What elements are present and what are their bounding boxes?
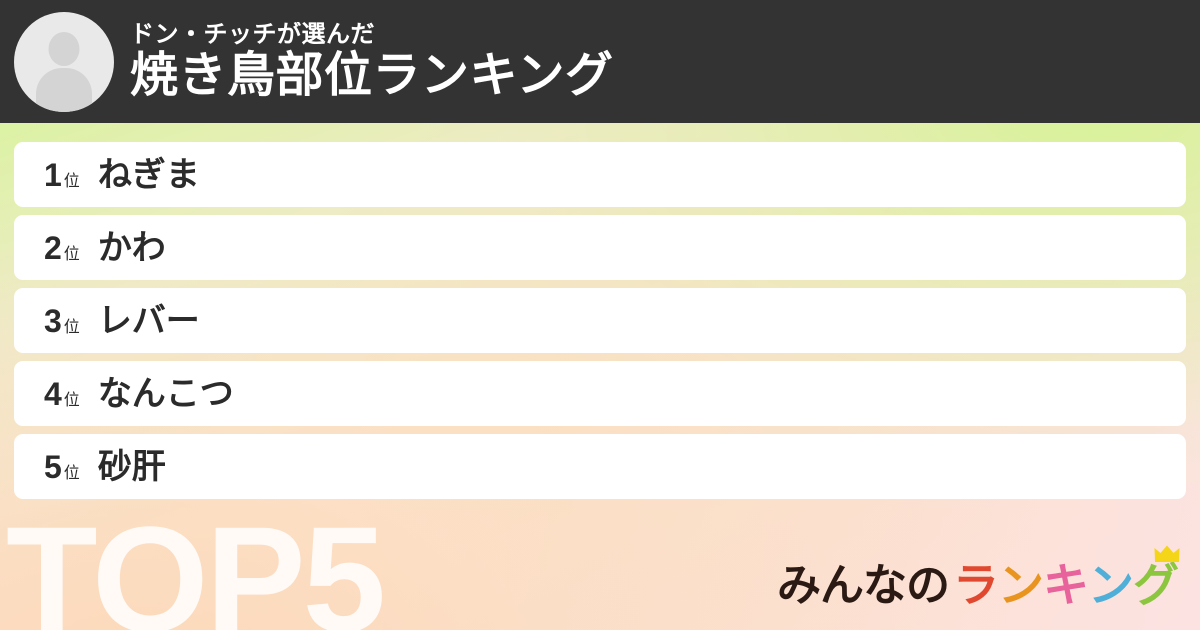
rank-label: 3 位 <box>44 305 80 337</box>
logo-char-gu: グ <box>1133 559 1179 611</box>
rank-label: 1 位 <box>44 159 80 191</box>
logo-jp-text: みんなの <box>777 561 950 610</box>
rank-label: 2 位 <box>44 232 80 264</box>
list-item[interactable]: 1 位 ねぎま <box>14 142 1186 207</box>
rank-label: 5 位 <box>44 451 80 483</box>
rank-number: 5 <box>44 448 62 485</box>
list-item[interactable]: 4 位 なんこつ <box>14 361 1186 426</box>
header-text-block: ドン・チッチが選んだ 焼き鳥部位ランキング <box>130 22 614 102</box>
list-item[interactable]: 5 位 砂肝 <box>14 434 1186 499</box>
ranking-list: 1 位 ねぎま 2 位 かわ 3 位 レバー <box>0 123 1200 507</box>
logo-char-n1: ン <box>998 559 1044 611</box>
rank-number: 1 <box>44 156 62 193</box>
rank-number: 3 <box>44 302 62 339</box>
logo-char-ki: キ <box>1043 559 1089 611</box>
avatar-body-shape <box>36 67 92 112</box>
rank-suffix: 位 <box>63 172 80 190</box>
item-name: かわ <box>97 228 166 267</box>
rank-suffix: 位 <box>63 245 80 263</box>
page-title: 焼き鳥部位ランキング <box>130 49 614 102</box>
item-name: なんこつ <box>97 374 234 413</box>
logo-char-ra: ラ <box>953 559 999 611</box>
crown-icon <box>1154 545 1180 562</box>
logo-katakana-group: ラ ン キ ン グ <box>953 545 1180 611</box>
header-subtitle: ドン・チッチが選んだ <box>130 21 375 48</box>
minna-no-ranking-logo[interactable]: みんなの ラ ン キ ン グ <box>777 545 1180 611</box>
rank-suffix: 位 <box>63 464 80 482</box>
list-item[interactable]: 2 位 かわ <box>14 215 1186 280</box>
item-name: ねぎま <box>97 155 200 194</box>
content-background: TOP5 1 位 ねぎま 2 位 かわ 3 位 <box>0 123 1200 630</box>
rank-number: 4 <box>44 375 62 412</box>
avatar-head-shape <box>48 31 80 66</box>
rank-number: 2 <box>44 229 62 266</box>
logo-char-n2: ン <box>1088 559 1134 611</box>
header-bar: ドン・チッチが選んだ 焼き鳥部位ランキング <box>0 0 1200 123</box>
list-item[interactable]: 3 位 レバー <box>14 288 1186 353</box>
rank-suffix: 位 <box>63 391 80 409</box>
top5-watermark: TOP5 <box>6 495 386 630</box>
item-name: 砂肝 <box>97 447 166 486</box>
rank-label: 4 位 <box>44 378 80 410</box>
rank-suffix: 位 <box>63 318 80 336</box>
item-name: レバー <box>97 301 200 340</box>
user-avatar-icon <box>14 11 114 112</box>
